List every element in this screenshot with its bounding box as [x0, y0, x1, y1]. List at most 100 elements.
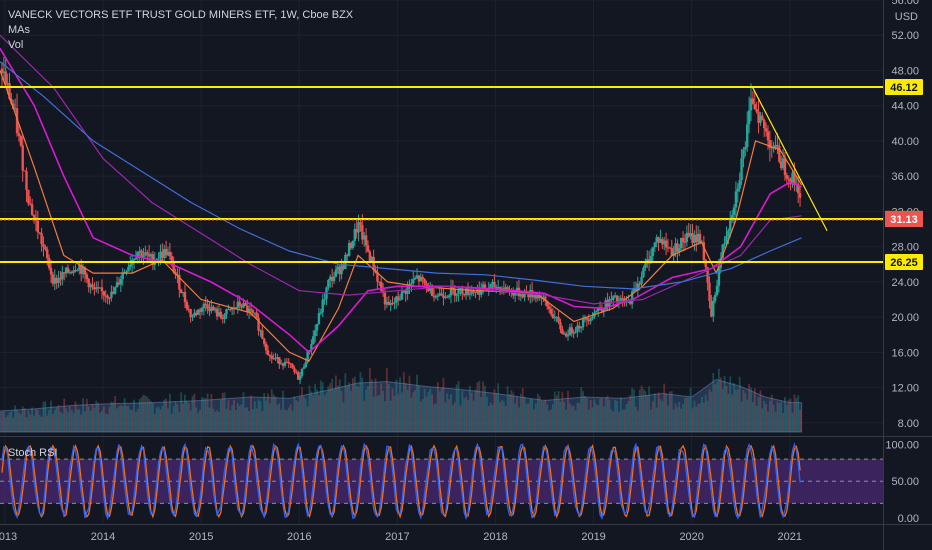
volume-bar	[759, 390, 762, 432]
candle-body	[689, 233, 692, 237]
candle-body	[253, 312, 256, 314]
volume-bar	[225, 408, 228, 432]
volume-bar	[668, 391, 671, 432]
volume-bar	[359, 372, 362, 432]
candle-body	[761, 115, 764, 121]
candle-body	[566, 335, 570, 337]
volume-bar	[393, 395, 396, 432]
volume-bar	[636, 410, 639, 432]
candle-body	[574, 331, 577, 333]
candle-body	[481, 284, 485, 289]
candle-body	[479, 288, 483, 295]
candle-body	[306, 350, 309, 363]
volume-bar	[525, 403, 528, 432]
candle-body	[355, 228, 358, 233]
volume-bar	[680, 408, 683, 432]
volume-bar	[748, 383, 751, 432]
volume-bar	[138, 398, 141, 432]
indicator-vol-label[interactable]: Vol	[8, 39, 24, 51]
candle-body	[561, 329, 564, 334]
volume-bar	[335, 375, 337, 432]
candle-body	[730, 215, 734, 221]
volume-bar	[297, 401, 300, 432]
candle-body	[446, 296, 449, 298]
volume-bar	[304, 398, 307, 432]
volume-bar	[468, 385, 471, 432]
badge-46-12: 46.12	[890, 82, 918, 94]
volume-bar	[638, 389, 641, 432]
volume-bar	[687, 397, 690, 432]
volume-bar	[35, 408, 37, 432]
candle-body	[770, 147, 773, 149]
volume-bar	[253, 401, 256, 432]
volume-bar	[214, 411, 217, 432]
candle-body	[685, 232, 689, 242]
candle-body	[398, 299, 402, 301]
candle-body	[300, 368, 304, 376]
candle-body	[740, 158, 743, 181]
stoch-rsi-label[interactable]: Stoch RSI	[8, 447, 58, 459]
candle-body	[121, 272, 124, 280]
volume-bar	[497, 383, 500, 432]
volume-bar	[633, 389, 635, 432]
volume-bar	[72, 413, 75, 432]
volume-bar	[289, 404, 292, 432]
volume-bar	[657, 392, 660, 432]
volume-bar	[206, 393, 209, 432]
volume-bar	[574, 410, 577, 432]
candle-body	[125, 271, 128, 273]
volume-bar	[6, 415, 9, 432]
candle-body	[457, 289, 460, 294]
candle-body	[308, 350, 311, 352]
volume-bar	[204, 398, 207, 432]
volume-bar	[444, 402, 447, 432]
volume-bar	[495, 393, 498, 432]
volume-bar	[529, 398, 532, 432]
volume-bar	[397, 394, 400, 432]
stoch-d-line	[1, 443, 801, 519]
candle-body	[255, 312, 258, 318]
volume-bar	[161, 405, 164, 432]
volume-bar	[368, 367, 371, 432]
candle-body	[87, 278, 90, 288]
candle-body	[798, 193, 802, 198]
candle-body	[17, 133, 21, 136]
candle-body	[496, 287, 500, 289]
candle-body	[310, 344, 313, 351]
volume-bar	[635, 406, 637, 432]
volume-bar	[580, 387, 583, 432]
volume-bar	[212, 408, 215, 432]
candle-body	[485, 288, 489, 290]
volume-bar	[440, 388, 443, 432]
volume-bar	[70, 410, 73, 432]
candle-body	[563, 333, 566, 335]
candle-body	[425, 283, 428, 286]
indicator-mas-label[interactable]: MAs	[8, 24, 30, 36]
volume-bar	[314, 383, 317, 432]
candle-body	[581, 319, 585, 328]
candle-body	[112, 291, 115, 294]
volume-bar	[623, 409, 626, 432]
volume-bar	[42, 401, 45, 432]
volume-bar	[148, 399, 151, 432]
candle-body	[223, 314, 226, 319]
candle-body	[432, 296, 436, 298]
candle-body	[747, 110, 751, 125]
candle-body	[330, 276, 334, 281]
candle-body	[102, 291, 106, 296]
candle-body	[295, 371, 298, 373]
candle-body	[198, 309, 202, 312]
candle-body	[640, 276, 643, 285]
volume-bar	[57, 404, 60, 432]
volume-bar	[621, 409, 624, 432]
candle-body	[591, 316, 594, 319]
volume-bar	[119, 405, 122, 432]
volume-bar	[461, 390, 464, 432]
volume-bar	[799, 409, 801, 432]
candle-body	[261, 330, 264, 339]
volume-bar	[199, 409, 201, 432]
price-tick-label: 8.00	[898, 418, 919, 430]
volume-bar	[614, 400, 617, 432]
volume-bar	[519, 393, 522, 432]
